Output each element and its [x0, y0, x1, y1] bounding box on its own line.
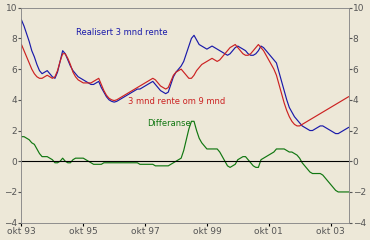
- Text: Realisert 3 mnd rente: Realisert 3 mnd rente: [75, 28, 167, 37]
- Text: Differanse: Differanse: [147, 119, 191, 128]
- Text: 3 mnd rente om 9 mnd: 3 mnd rente om 9 mnd: [128, 97, 225, 106]
